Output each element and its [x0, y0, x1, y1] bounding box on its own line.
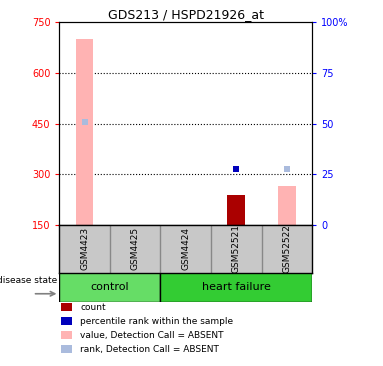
- Text: percentile rank within the sample: percentile rank within the sample: [80, 317, 234, 326]
- Text: GSM52522: GSM52522: [282, 224, 291, 273]
- Bar: [278, 186, 296, 225]
- Text: control: control: [91, 282, 129, 292]
- Text: GSM4425: GSM4425: [131, 227, 140, 270]
- Text: GSM4424: GSM4424: [181, 227, 190, 270]
- Text: heart failure: heart failure: [202, 282, 271, 292]
- Bar: [228, 195, 245, 225]
- Bar: [160, 273, 312, 302]
- Text: GSM52521: GSM52521: [232, 224, 241, 273]
- Text: value, Detection Call = ABSENT: value, Detection Call = ABSENT: [80, 331, 224, 340]
- Title: GDS213 / HSPD21926_at: GDS213 / HSPD21926_at: [108, 8, 264, 21]
- Text: disease state: disease state: [0, 276, 57, 285]
- Bar: [76, 39, 93, 225]
- Text: rank, Detection Call = ABSENT: rank, Detection Call = ABSENT: [80, 345, 219, 354]
- Text: GSM4423: GSM4423: [80, 227, 89, 270]
- Text: count: count: [80, 303, 106, 312]
- Bar: [59, 273, 160, 302]
